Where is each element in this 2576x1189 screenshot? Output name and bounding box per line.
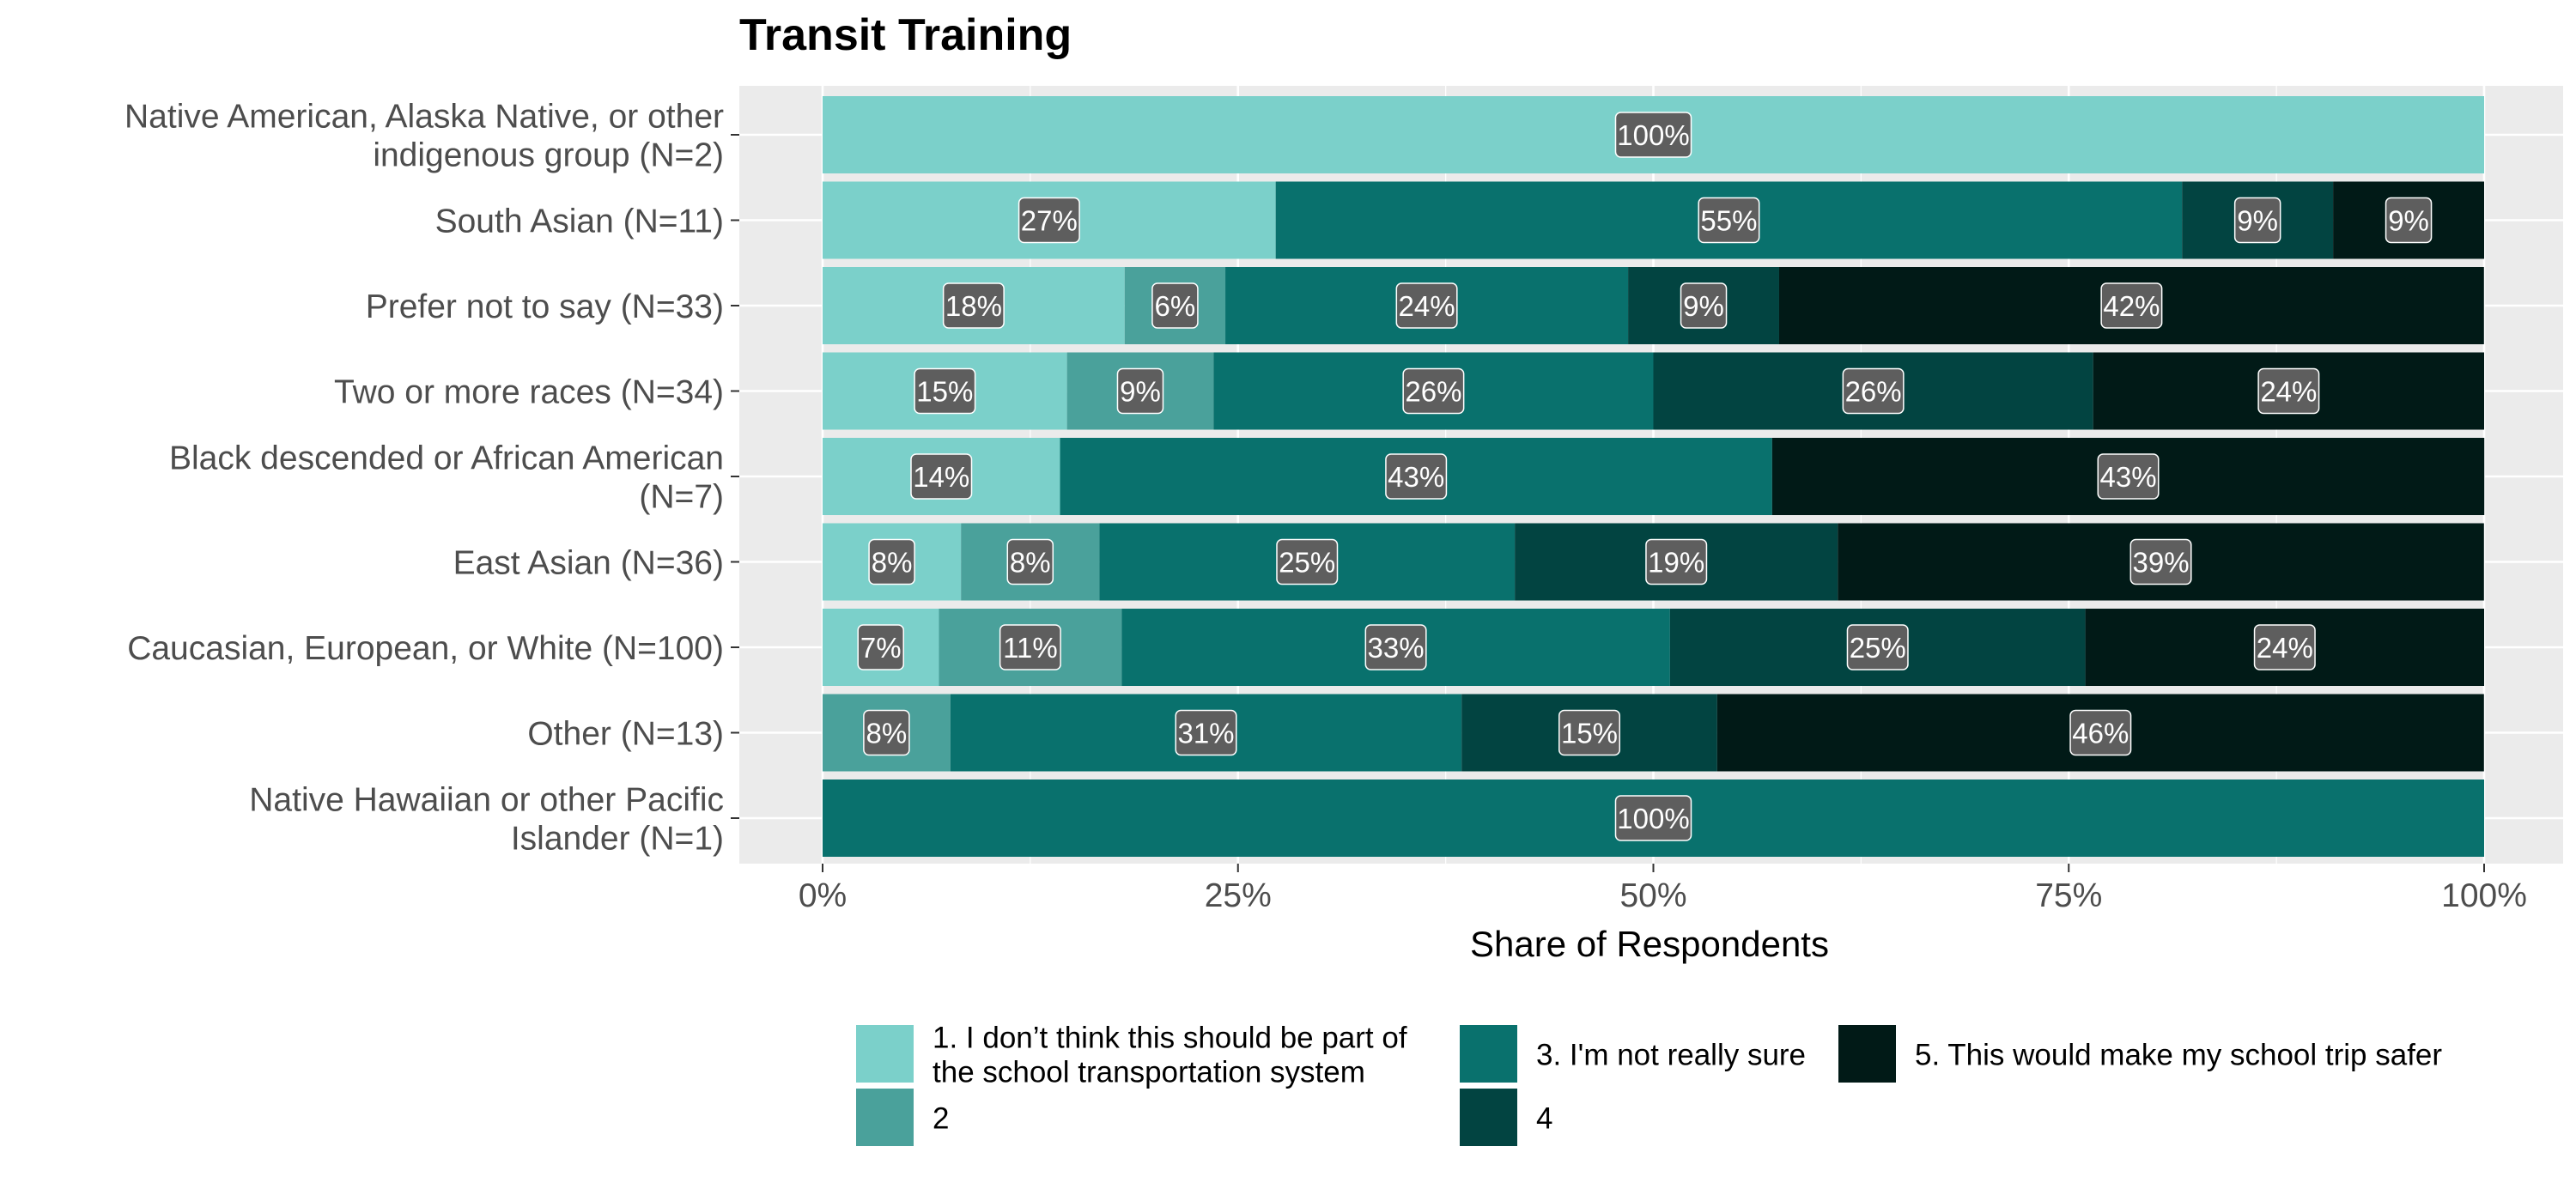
legend-label: 3. I'm not really sure (1536, 1039, 1806, 1072)
data-label: 24% (2260, 376, 2317, 408)
data-label: 8% (1010, 547, 1051, 579)
legend-key (1460, 1025, 1517, 1083)
legend-label: 2 (933, 1102, 949, 1136)
data-label-box (2097, 453, 2160, 500)
data-label: 9% (1683, 290, 1724, 322)
legend-label: the school transportation system (933, 1056, 1365, 1089)
data-label-box (1680, 282, 1728, 329)
data-label: 100% (1617, 803, 1689, 834)
data-label-box (1842, 367, 1905, 415)
data-label: 100% (1617, 119, 1689, 151)
data-label-box (863, 709, 910, 756)
data-label-box (1175, 709, 1237, 756)
x-tick-label: 0% (799, 877, 847, 914)
data-label: 43% (2099, 461, 2156, 493)
data-label-box (1151, 282, 1199, 329)
data-label: 26% (1845, 376, 1902, 408)
y-tick-label: Native American, Alaska Native, or other (125, 99, 724, 136)
data-label-box (942, 282, 1005, 329)
data-label-box (1558, 709, 1621, 756)
data-label-box (1645, 538, 1708, 585)
data-label: 18% (945, 290, 1002, 322)
data-label-box (1614, 112, 1692, 158)
data-label-box (2385, 197, 2433, 244)
data-label-box (2129, 538, 2192, 585)
x-axis-title: Share of Respondents (1470, 924, 1829, 964)
data-label: 6% (1155, 290, 1196, 322)
legend-key (1460, 1089, 1517, 1146)
data-label-box (910, 453, 973, 500)
data-label-box (1364, 624, 1427, 670)
data-label: 8% (872, 547, 913, 579)
data-label: 9% (2237, 205, 2278, 237)
data-label-box (1395, 282, 1458, 329)
x-tick-label: 50% (1619, 877, 1686, 914)
data-label-box (914, 367, 976, 415)
legend-key (1838, 1025, 1896, 1083)
data-label: 24% (2257, 632, 2313, 664)
legend-label: 1. I don’t think this should be part of (933, 1022, 1407, 1055)
data-label: 14% (913, 461, 969, 493)
data-label: 39% (2133, 547, 2190, 579)
x-tick-label: 100% (2441, 877, 2527, 914)
data-label-box (2257, 367, 2320, 415)
data-label: 15% (1561, 718, 1618, 749)
data-label: 24% (1399, 290, 1455, 322)
y-tick-label: Native Hawaiian or other Pacific (249, 782, 724, 819)
data-label-box (999, 624, 1061, 670)
y-tick-label: East Asian (N=36) (453, 545, 724, 582)
y-tick-label: (N=7) (639, 479, 724, 516)
data-label: 42% (2103, 290, 2160, 322)
data-label-box (2100, 282, 2163, 329)
data-label: 46% (2072, 718, 2129, 749)
data-label-box (2069, 709, 2132, 756)
data-label: 8% (866, 718, 908, 749)
legend-label: 4 (1536, 1102, 1552, 1136)
data-label-box (2233, 197, 2281, 244)
data-label-box (2253, 624, 2316, 670)
y-tick-label: Caucasian, European, or White (N=100) (127, 630, 724, 667)
y-tick-label: Black descended or African American (169, 440, 724, 477)
data-label-box (1385, 453, 1448, 500)
data-label-box (1846, 624, 1909, 670)
y-tick-label: indigenous group (N=2) (373, 137, 724, 174)
data-label: 25% (1279, 547, 1335, 579)
chart-title: Transit Training (739, 10, 1072, 60)
y-tick-label: South Asian (N=11) (435, 203, 724, 240)
data-label: 26% (1405, 376, 1461, 408)
data-label: 9% (1120, 376, 1161, 408)
y-tick-label: Two or more races (N=34) (334, 374, 724, 411)
legend-key (856, 1089, 914, 1146)
y-tick-label: Other (N=13) (527, 716, 724, 753)
data-label: 9% (2388, 205, 2429, 237)
data-label: 43% (1388, 461, 1444, 493)
legend-label: 5. This would make my school trip safer (1915, 1039, 2442, 1072)
x-tick-label: 25% (1205, 877, 1272, 914)
data-label-box (1006, 538, 1054, 585)
data-label: 25% (1850, 632, 1906, 664)
data-label-box (1116, 367, 1164, 415)
y-tick-label: Prefer not to say (N=33) (366, 288, 724, 325)
data-label: 7% (860, 632, 902, 664)
data-label: 11% (1003, 632, 1058, 664)
data-label: 19% (1648, 547, 1704, 579)
data-label-box (1698, 197, 1760, 244)
data-label-box (857, 624, 904, 670)
data-label: 55% (1700, 205, 1757, 237)
data-label: 27% (1021, 205, 1078, 237)
data-label-box (1614, 795, 1692, 841)
data-label: 15% (916, 376, 973, 408)
y-tick-label: Islander (N=1) (511, 821, 724, 858)
data-label: 31% (1177, 718, 1234, 749)
data-label: 33% (1368, 632, 1425, 664)
x-tick-label: 75% (2035, 877, 2102, 914)
data-label-box (1276, 538, 1339, 585)
data-label-box (1018, 197, 1080, 244)
data-label-box (868, 538, 915, 585)
data-label-box (1402, 367, 1465, 415)
legend-key (856, 1025, 914, 1083)
